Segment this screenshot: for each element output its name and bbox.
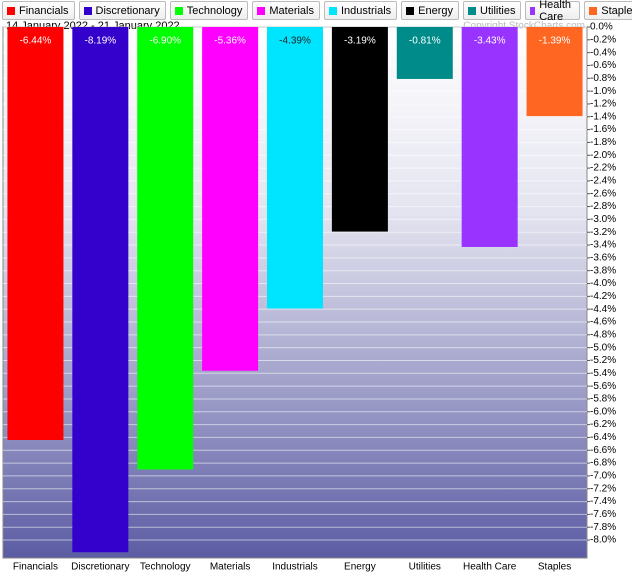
x-tick-label: Materials [210, 562, 251, 573]
legend-item[interactable]: Materials [252, 1, 320, 20]
watermark: Copyright StockCharts.com [463, 21, 585, 32]
y-tick-label: -3.2% [590, 227, 616, 238]
y-tick-label: -2.6% [590, 188, 616, 199]
bar [202, 27, 259, 371]
x-tick-label: Technology [140, 562, 191, 573]
y-tick-label: -7.6% [590, 509, 616, 520]
legend-item[interactable]: Energy [401, 1, 459, 20]
legend-swatch [468, 6, 476, 15]
y-tick-label: -1.8% [590, 137, 616, 148]
x-tick-label: Industrials [272, 562, 318, 573]
legend-item[interactable]: Health Care [525, 0, 581, 23]
y-tick-label: -0.2% [590, 34, 616, 45]
legend-label: Discretionary [95, 4, 160, 17]
value-label: -3.19% [344, 36, 376, 47]
value-label: -5.36% [214, 36, 246, 47]
y-tick-label: -7.2% [590, 483, 616, 494]
bar [461, 27, 518, 247]
value-label: -6.90% [149, 36, 181, 47]
value-label: -8.19% [84, 36, 116, 47]
y-tick-label: -5.6% [590, 381, 616, 392]
y-tick-label: -5.2% [590, 355, 616, 366]
legend-swatch [329, 6, 337, 15]
y-tick-label: -2.2% [590, 163, 616, 174]
value-label: -1.39% [539, 36, 571, 47]
y-tick-label: -1.4% [590, 111, 616, 122]
legend-item[interactable]: Discretionary [78, 1, 166, 20]
legend-label: Staples [601, 4, 632, 17]
legend-swatch [589, 6, 598, 15]
legend-swatch [406, 6, 415, 15]
legend-swatch [7, 6, 15, 15]
y-tick-label: 0.0% [590, 22, 613, 33]
y-tick-label: -4.8% [590, 329, 616, 340]
legend-swatch [257, 6, 266, 15]
x-tick-label: Discretionary [71, 562, 129, 573]
legend-swatch [530, 6, 536, 15]
y-tick-label: -5.4% [590, 368, 616, 379]
legend-label: Utilities [480, 4, 516, 17]
y-tick-label: -4.6% [590, 317, 616, 328]
y-tick-label: -0.6% [590, 60, 616, 71]
y-tick-label: -3.4% [590, 240, 616, 251]
x-tick-label: Financials [13, 562, 58, 573]
y-tick-label: -7.0% [590, 471, 616, 482]
y-tick-label: -6.8% [590, 458, 616, 469]
y-tick-label: -6.4% [590, 432, 616, 443]
y-tick-label: -2.0% [590, 150, 616, 161]
y-tick-label: -5.8% [590, 394, 616, 405]
bar [137, 27, 194, 470]
y-tick-label: -4.2% [590, 291, 616, 302]
legend-label: Materials [269, 4, 314, 17]
legend-label: Financials [19, 4, 69, 17]
bar [267, 27, 323, 309]
y-tick-label: -7.4% [590, 496, 616, 507]
legend-item[interactable]: Industrials [324, 1, 398, 20]
legend-label: Energy [418, 4, 453, 17]
y-tick-label: -7.8% [590, 522, 616, 533]
y-tick-label: -0.8% [590, 73, 616, 84]
y-tick-label: -8.0% [590, 535, 616, 546]
value-label: -0.81% [409, 36, 441, 47]
y-tick-label: -4.4% [590, 304, 616, 315]
legend-label: Technology [186, 4, 243, 17]
y-tick-label: -1.0% [590, 86, 616, 97]
y-tick-label: -6.0% [590, 406, 616, 417]
y-tick-label: -0.4% [590, 47, 616, 58]
y-tick-label: -1.6% [590, 124, 616, 135]
legend-swatch [83, 6, 92, 15]
value-label: -4.39% [279, 36, 311, 47]
bar [331, 27, 388, 232]
bar [396, 27, 453, 79]
legend-item[interactable]: Utilities [463, 1, 522, 20]
y-tick-label: -3.6% [590, 253, 616, 264]
y-tick-label: -5.0% [590, 342, 616, 353]
x-tick-label: Utilities [409, 562, 441, 573]
y-tick-label: -2.8% [590, 201, 616, 212]
y-tick-label: -2.4% [590, 176, 616, 187]
y-tick-label: -1.2% [590, 99, 616, 110]
legend-item[interactable]: Technology [169, 1, 249, 20]
bar [72, 27, 129, 553]
y-tick-label: -6.2% [590, 419, 616, 430]
legend: Financials Discretionary Technology Materia… [2, 0, 632, 23]
legend-label: Health Care [539, 0, 572, 23]
legend-label: Industrials [341, 4, 392, 17]
y-tick-label: -3.8% [590, 265, 616, 276]
y-tick-label: -4.0% [590, 278, 616, 289]
legend-item[interactable]: Staples [584, 1, 632, 20]
value-label: -3.43% [474, 36, 506, 47]
y-tick-label: -6.6% [590, 445, 616, 456]
legend-swatch [174, 6, 183, 15]
value-label: -6.44% [20, 36, 52, 47]
x-tick-label: Health Care [463, 562, 517, 573]
y-tick-label: -3.0% [590, 214, 616, 225]
x-tick-label: Energy [344, 562, 376, 573]
bar [7, 27, 64, 440]
legend-item[interactable]: Financials [2, 1, 75, 20]
bar [526, 27, 583, 117]
x-tick-label: Staples [538, 562, 571, 573]
